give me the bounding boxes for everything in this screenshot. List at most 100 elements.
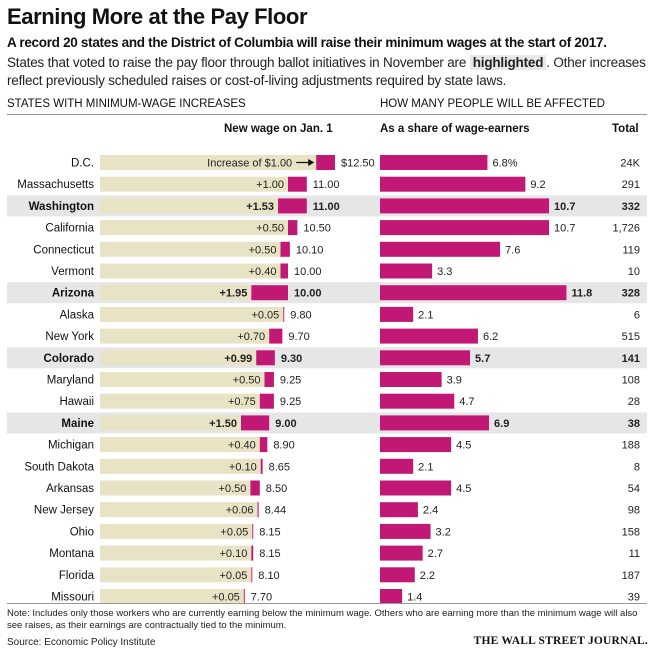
state-label: Missouri bbox=[51, 592, 94, 604]
state-label: South Dakota bbox=[24, 461, 94, 473]
new-wage-label: 8.90 bbox=[273, 440, 294, 452]
description-highlight: highlighted bbox=[469, 55, 547, 70]
wage-increase-bar bbox=[259, 393, 274, 409]
increase-label: +1.95 bbox=[219, 288, 247, 300]
increase-label: +0.05 bbox=[219, 570, 247, 582]
new-wage-label: $12.50 bbox=[341, 158, 375, 170]
share-bar bbox=[380, 176, 526, 192]
total-label: 10 bbox=[628, 266, 640, 278]
wage-increase-bar bbox=[280, 241, 290, 257]
prior-wage-bar bbox=[100, 155, 317, 170]
prior-wage-bar bbox=[100, 241, 281, 257]
wage-increase-bar bbox=[257, 502, 259, 518]
share-bar bbox=[380, 263, 433, 279]
increase-label: +0.50 bbox=[233, 375, 261, 387]
increase-label: +1.50 bbox=[209, 418, 237, 430]
share-label: 4.7 bbox=[459, 396, 474, 408]
prior-wage-bar bbox=[100, 176, 288, 192]
state-label: Hawaii bbox=[59, 396, 94, 408]
new-wage-label: 8.65 bbox=[269, 461, 290, 473]
share-label: 1.4 bbox=[407, 592, 422, 604]
increase-label: +1.00 bbox=[256, 179, 284, 191]
new-wage-label: 9.30 bbox=[281, 353, 302, 365]
col-head-share: As a share of wage-earners bbox=[380, 123, 530, 135]
prior-wage-bar bbox=[100, 415, 241, 431]
total-label: 108 bbox=[622, 375, 640, 387]
total-label: 141 bbox=[622, 353, 640, 365]
increase-label: +0.50 bbox=[219, 483, 247, 495]
increase-label: +0.99 bbox=[224, 353, 252, 365]
share-label: 6.8% bbox=[492, 158, 517, 170]
share-bar bbox=[380, 437, 452, 453]
share-bar bbox=[380, 523, 431, 539]
share-bar bbox=[380, 589, 403, 604]
share-bar bbox=[380, 458, 414, 474]
new-wage-label: 9.70 bbox=[288, 331, 309, 343]
footer-divider bbox=[7, 603, 647, 604]
new-wage-label: 11.00 bbox=[313, 201, 340, 213]
share-label: 5.7 bbox=[475, 353, 490, 365]
increase-label: +0.05 bbox=[251, 309, 279, 321]
share-bar bbox=[380, 285, 567, 301]
prior-wage-bar bbox=[100, 437, 260, 453]
new-wage-label: 9.80 bbox=[290, 309, 311, 321]
share-label: 10.7 bbox=[554, 223, 575, 235]
increase-label: Increase of $1.00 bbox=[207, 158, 292, 170]
wage-increase-bar bbox=[288, 220, 298, 236]
increase-label: +0.50 bbox=[256, 223, 284, 235]
total-label: 188 bbox=[622, 440, 640, 452]
chart-subtitle: A record 20 states and the District of C… bbox=[7, 35, 607, 50]
total-label: 11 bbox=[629, 548, 640, 560]
increase-label: +0.10 bbox=[219, 548, 247, 560]
share-label: 9.2 bbox=[530, 179, 545, 191]
share-label: 2.1 bbox=[418, 309, 433, 321]
wage-increase-bar bbox=[259, 437, 268, 453]
increase-label: +1.53 bbox=[246, 201, 274, 213]
chart-source: Source: Economic Policy Institute bbox=[7, 637, 156, 648]
share-label: 4.5 bbox=[456, 440, 471, 452]
share-label: 6.2 bbox=[483, 331, 498, 343]
prior-wage-bar bbox=[100, 285, 252, 301]
total-label: 28 bbox=[628, 396, 640, 408]
wage-increase-bar bbox=[316, 155, 335, 170]
increase-label: +0.50 bbox=[249, 244, 277, 256]
share-label: 2.4 bbox=[423, 505, 438, 517]
total-label: 1,726 bbox=[612, 223, 640, 235]
share-bar bbox=[380, 220, 550, 236]
total-label: 515 bbox=[622, 331, 640, 343]
state-label: Vermont bbox=[51, 266, 95, 278]
share-label: 2.7 bbox=[428, 548, 443, 560]
state-label: Maryland bbox=[47, 375, 94, 387]
prior-wage-bar bbox=[100, 306, 284, 322]
total-label: 328 bbox=[622, 288, 640, 300]
new-wage-label: 10.00 bbox=[294, 266, 322, 278]
total-label: 291 bbox=[622, 179, 640, 191]
new-wage-label: 8.10 bbox=[258, 570, 279, 582]
share-label: 3.9 bbox=[447, 375, 462, 387]
state-label: Ohio bbox=[70, 526, 94, 538]
increase-arrow-head bbox=[308, 159, 315, 166]
share-bar bbox=[380, 306, 414, 322]
prior-wage-bar bbox=[100, 263, 281, 279]
chart-note: Note: Includes only those workers who ar… bbox=[7, 608, 638, 631]
section-head-states: STATES WITH MINIMUM-WAGE INCREASES bbox=[7, 98, 246, 110]
wage-increase-bar bbox=[280, 263, 288, 279]
total-label: 187 bbox=[622, 570, 640, 582]
total-label: 38 bbox=[628, 418, 640, 430]
state-label: New York bbox=[45, 331, 94, 343]
state-label: Alaska bbox=[59, 309, 94, 321]
wage-increase-bar bbox=[260, 458, 263, 474]
chart-title: Earning More at the Pay Floor bbox=[7, 4, 308, 29]
wage-increase-bar bbox=[243, 589, 245, 604]
total-label: 98 bbox=[628, 505, 640, 517]
description-text-end: . Other increases reflect previously sch… bbox=[7, 55, 646, 88]
prior-wage-bar bbox=[100, 220, 288, 236]
wage-increase-bar bbox=[269, 328, 283, 344]
share-bar bbox=[380, 545, 423, 561]
state-label: Montana bbox=[49, 548, 94, 560]
new-wage-label: 10.50 bbox=[303, 223, 331, 235]
wage-increase-bar bbox=[251, 285, 288, 301]
prior-wage-bar bbox=[100, 567, 252, 583]
new-wage-label: 8.15 bbox=[259, 548, 280, 560]
state-label: Massachusetts bbox=[17, 179, 94, 191]
